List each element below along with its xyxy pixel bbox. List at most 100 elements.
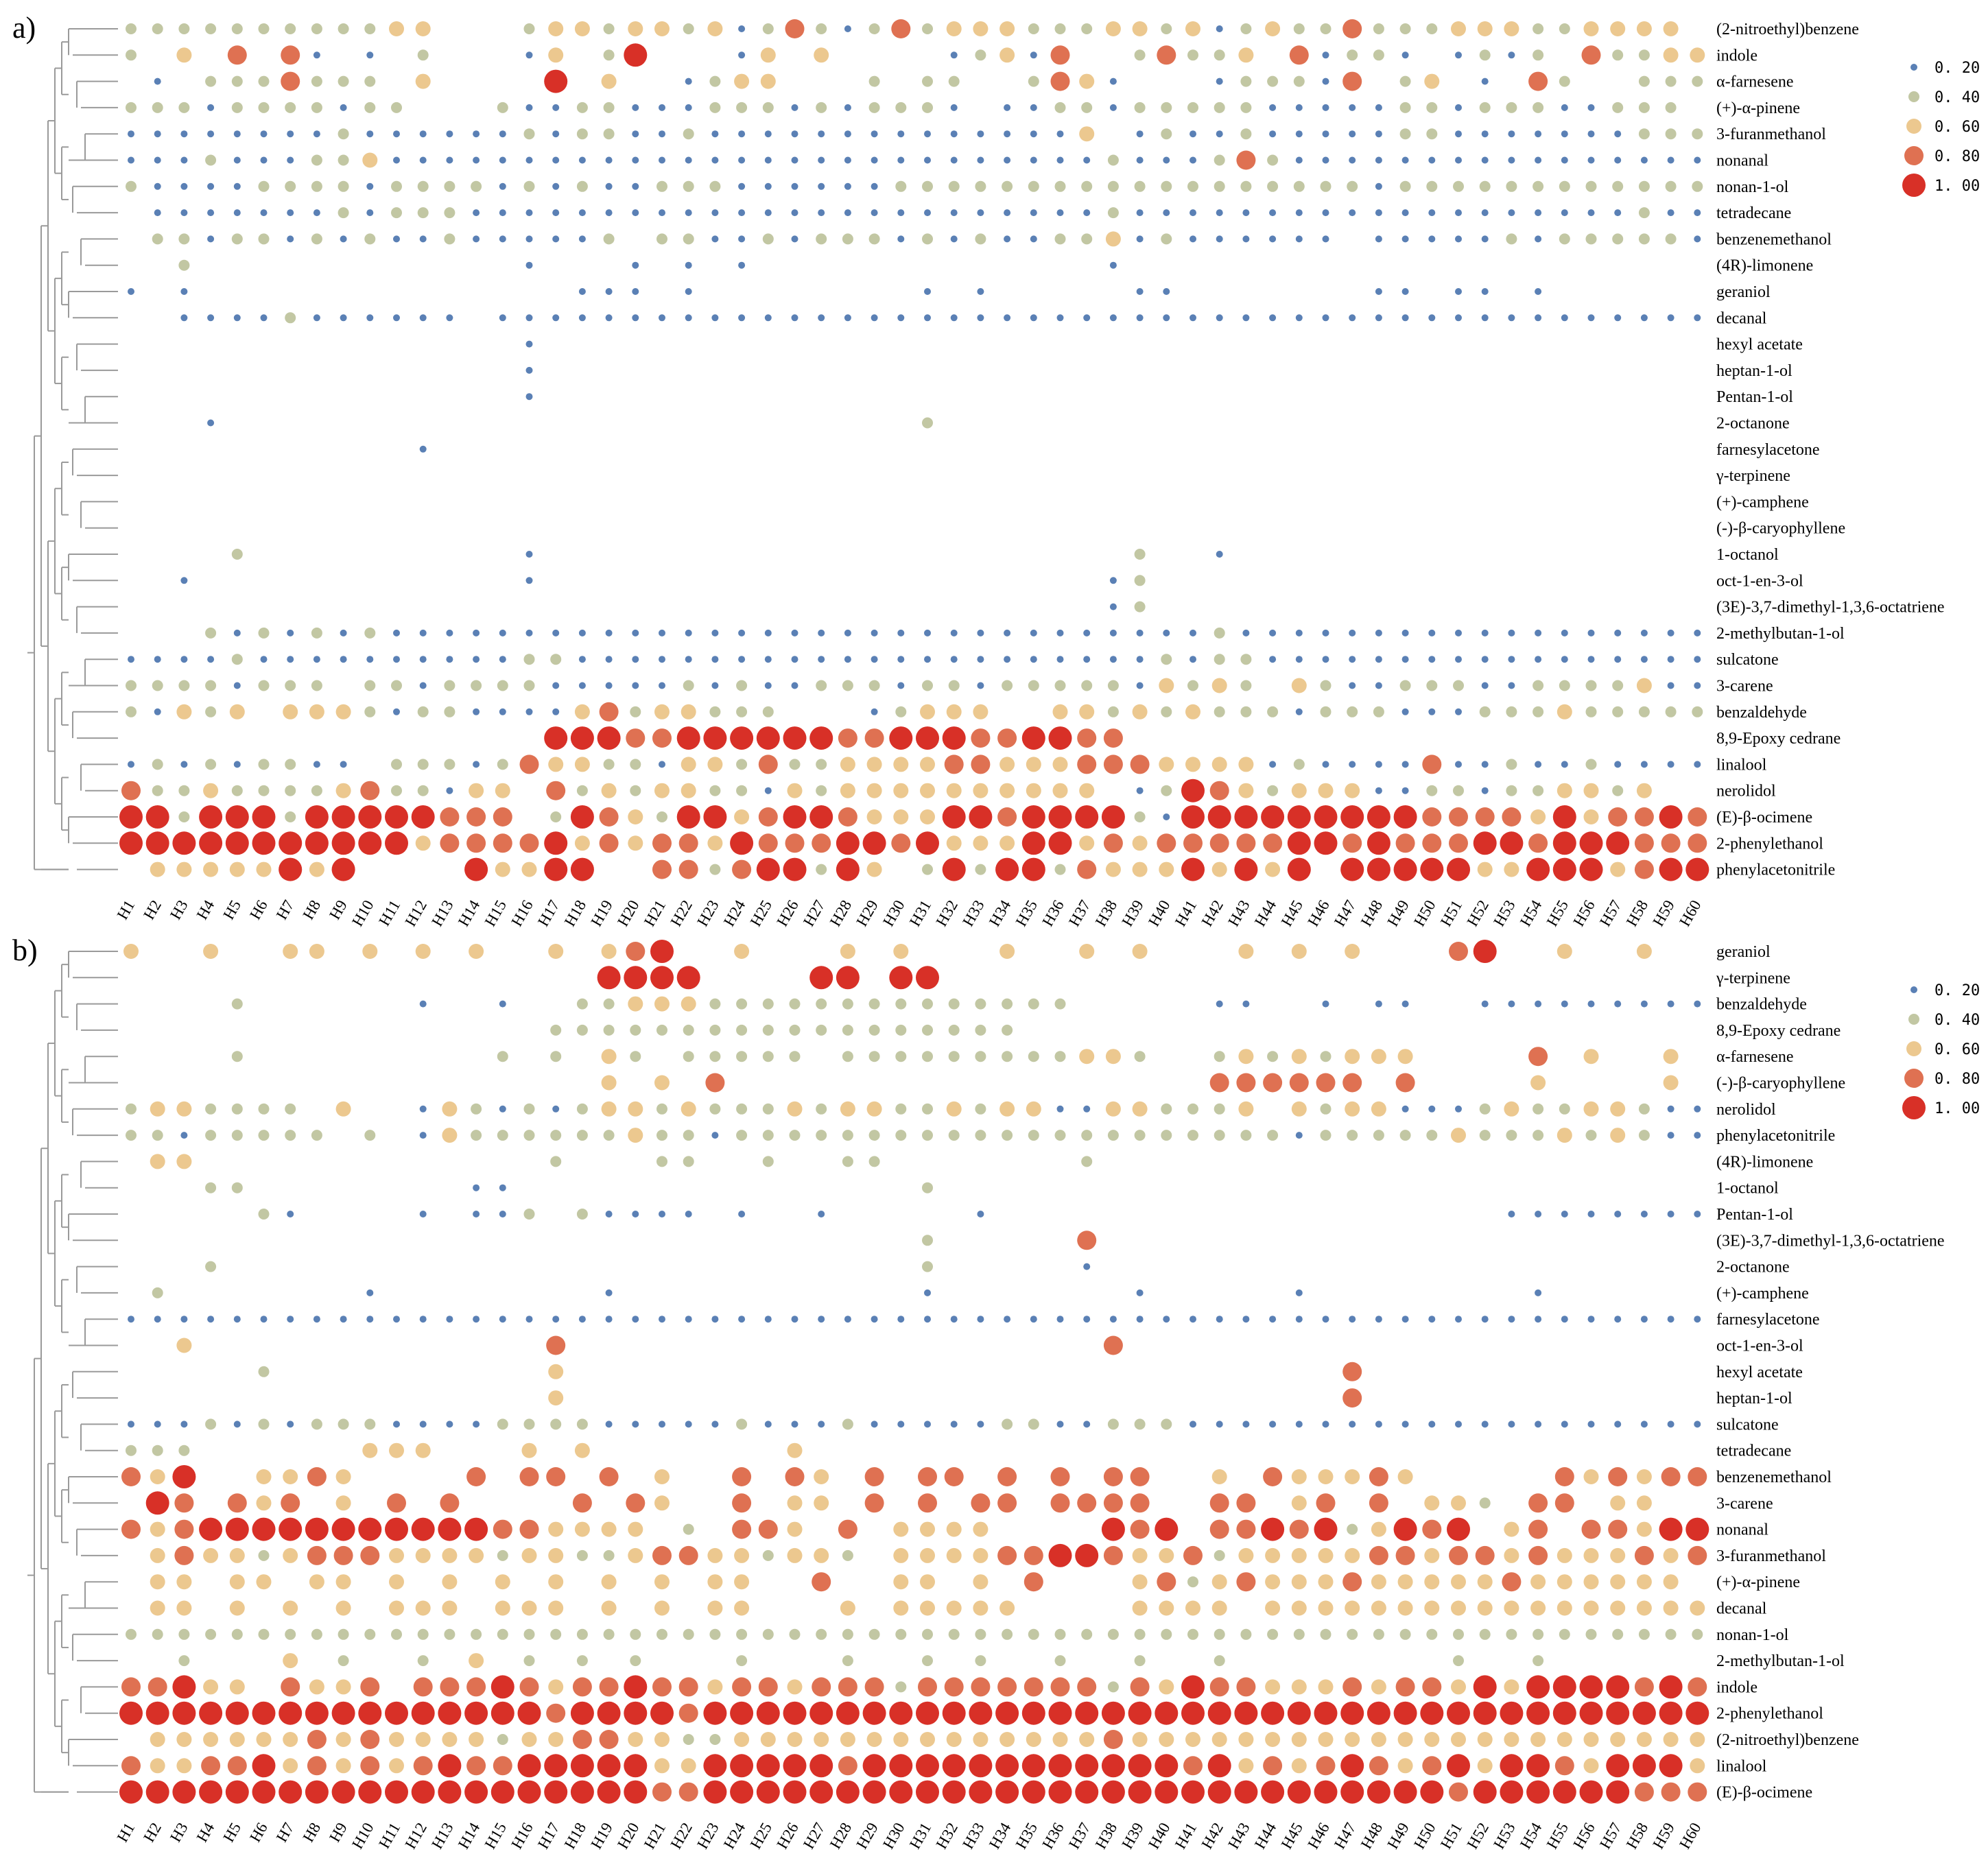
- bubble: [738, 235, 746, 243]
- bubble: [225, 1701, 249, 1725]
- bubble: [836, 857, 860, 881]
- bubble: [866, 1732, 882, 1747]
- row-label: (E)-β-ocimene: [1716, 809, 1812, 827]
- bubble: [1079, 73, 1095, 89]
- bubble: [550, 1130, 562, 1141]
- bubble: [1054, 1655, 1066, 1667]
- bubble: [1107, 180, 1119, 192]
- bubble: [762, 1628, 774, 1640]
- bubble: [1295, 235, 1303, 243]
- bubble: [309, 1574, 324, 1590]
- bubble: [1314, 1701, 1338, 1725]
- bubble: [1214, 154, 1225, 166]
- bubble: [599, 833, 619, 853]
- bubble: [1075, 1543, 1099, 1567]
- bubble: [419, 1316, 427, 1323]
- bubble: [180, 1132, 188, 1139]
- bubble: [256, 1495, 272, 1511]
- bubble: [1107, 1130, 1119, 1141]
- bubble: [1533, 49, 1544, 61]
- bubble: [1451, 21, 1466, 36]
- bubble: [1399, 680, 1411, 691]
- column-label: H14: [455, 897, 484, 929]
- bubble: [1291, 1758, 1307, 1774]
- bubble: [311, 180, 322, 192]
- bubble: [1050, 1493, 1070, 1513]
- column-label: H52: [1464, 1820, 1492, 1852]
- bubble: [1612, 1628, 1624, 1640]
- bubble: [576, 1103, 588, 1115]
- bubble: [1077, 1677, 1097, 1697]
- bubble: [758, 754, 778, 774]
- bubble: [1052, 704, 1068, 720]
- column-label: H27: [800, 897, 828, 929]
- bubble: [1103, 1545, 1123, 1565]
- bubble: [789, 759, 801, 770]
- bubble: [1214, 1103, 1225, 1115]
- bubble: [1030, 235, 1037, 243]
- bubble: [1004, 156, 1011, 164]
- bubble: [1314, 1517, 1338, 1541]
- bubble: [338, 207, 349, 219]
- bubble: [442, 1547, 458, 1563]
- bubble: [1181, 1675, 1205, 1699]
- bubble: [1606, 1701, 1630, 1725]
- column-label: H48: [1358, 1820, 1386, 1852]
- bubble: [1481, 682, 1489, 689]
- bubble: [1081, 23, 1093, 34]
- bubble: [1667, 629, 1675, 637]
- bubble: [1692, 180, 1703, 192]
- bubble: [523, 654, 535, 665]
- bubble: [1320, 1130, 1332, 1141]
- legend-bubble: [1902, 1096, 1926, 1119]
- bubble: [570, 726, 594, 750]
- bubble: [1528, 1047, 1548, 1067]
- bubble: [924, 1316, 931, 1323]
- bubble: [1426, 785, 1438, 796]
- bubble: [732, 1677, 752, 1697]
- bubble: [654, 1600, 670, 1616]
- bubble: [1399, 180, 1411, 192]
- bubble: [597, 1780, 621, 1804]
- bubble: [1477, 1732, 1493, 1747]
- bubble: [999, 944, 1015, 959]
- bubble: [550, 1024, 562, 1036]
- bubble: [523, 1628, 535, 1640]
- bubble: [1481, 209, 1489, 217]
- bubble: [1209, 1677, 1229, 1697]
- bubble: [1340, 1754, 1364, 1778]
- bubble: [442, 1101, 458, 1117]
- bubble: [730, 1780, 754, 1804]
- bubble: [1136, 1316, 1144, 1323]
- bubble: [997, 1493, 1017, 1513]
- bubble: [252, 1701, 276, 1725]
- bubble: [1663, 1600, 1679, 1616]
- bubble: [544, 69, 568, 93]
- column-label: H56: [1570, 897, 1598, 929]
- bubble: [1667, 1132, 1675, 1139]
- bubble: [1449, 833, 1468, 853]
- bubble: [1161, 706, 1172, 717]
- bubble: [1688, 833, 1707, 853]
- bubble: [656, 1130, 667, 1141]
- bubble: [787, 1732, 803, 1747]
- size-legend: 0. 200. 400. 600. 801. 00: [1902, 60, 1980, 197]
- row-label: tetradecane: [1716, 204, 1791, 222]
- bubble: [1401, 708, 1409, 715]
- bubble: [764, 182, 772, 190]
- bubble: [1401, 656, 1409, 663]
- bubble: [736, 102, 748, 113]
- bubble: [260, 130, 268, 138]
- bubble: [1481, 1000, 1489, 1008]
- bubble: [791, 156, 798, 164]
- bubble: [525, 340, 533, 348]
- bubble: [231, 1051, 243, 1062]
- bubble: [942, 857, 966, 881]
- bubble: [1526, 1701, 1550, 1725]
- bubble: [574, 757, 590, 772]
- bubble: [924, 314, 931, 322]
- bubble: [150, 1154, 165, 1169]
- bubble: [1424, 1547, 1440, 1563]
- bubble: [601, 73, 617, 89]
